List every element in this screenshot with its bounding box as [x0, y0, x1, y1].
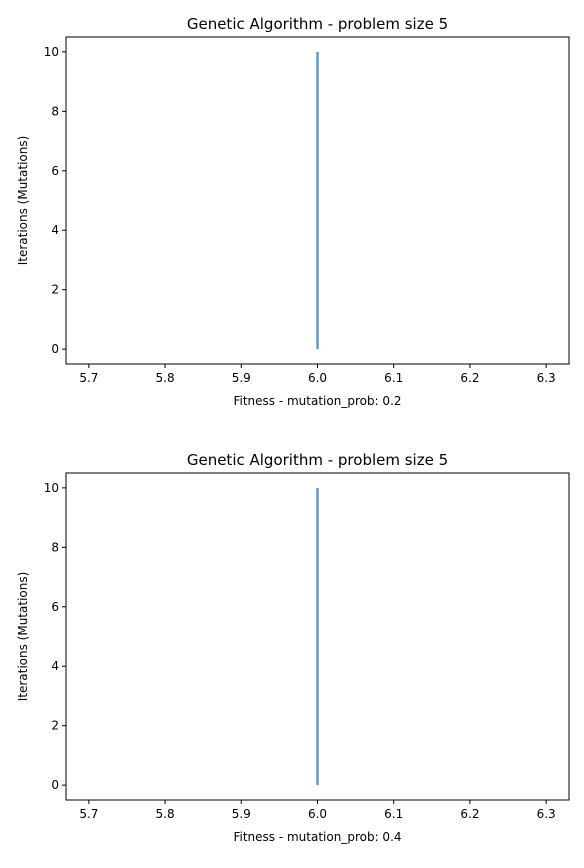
y-tick-label: 6 — [51, 164, 59, 178]
y-tick-label: 10 — [44, 45, 59, 59]
chart-title: Genetic Algorithm - problem size 5 — [187, 451, 448, 469]
y-tick-label: 0 — [51, 778, 59, 792]
y-axis-label: Iterations (Mutations) — [16, 572, 30, 702]
x-tick-label: 5.9 — [232, 807, 251, 821]
x-tick-label: 5.9 — [232, 371, 251, 385]
x-tick-label: 5.8 — [156, 371, 175, 385]
y-tick-label: 2 — [51, 283, 59, 297]
x-tick-label: 6.0 — [308, 807, 327, 821]
y-tick-label: 6 — [51, 600, 59, 614]
x-tick-label: 6.3 — [537, 807, 556, 821]
x-tick-label: 6.0 — [308, 371, 327, 385]
x-tick-label: 5.8 — [156, 807, 175, 821]
y-tick-label: 8 — [51, 540, 59, 554]
y-tick-label: 2 — [51, 719, 59, 733]
x-tick-label: 5.7 — [79, 807, 98, 821]
x-tick-label: 6.2 — [460, 807, 479, 821]
y-tick-label: 8 — [51, 104, 59, 118]
y-axis-label: Iterations (Mutations) — [16, 136, 30, 266]
chart-2: Genetic Algorithm - problem size 5 5.7 5.8… — [16, 451, 570, 844]
chart-title: Genetic Algorithm - problem size 5 — [187, 15, 448, 33]
x-axis-label: Fitness - mutation_prob: 0.2 — [233, 394, 401, 408]
x-tick-label: 6.3 — [537, 371, 556, 385]
x-tick-label: 6.2 — [460, 371, 479, 385]
x-tick-label: 6.1 — [384, 807, 403, 821]
chart-1: Genetic Algorithm - problem size 5 5.7 5.8… — [16, 15, 570, 408]
x-tick-label: 6.1 — [384, 371, 403, 385]
y-tick-label: 4 — [51, 223, 59, 237]
y-tick-label: 4 — [51, 659, 59, 673]
x-tick-label: 5.7 — [79, 371, 98, 385]
x-axis-label: Fitness - mutation_prob: 0.4 — [233, 830, 401, 844]
y-tick-label: 0 — [51, 342, 59, 356]
y-tick-label: 10 — [44, 481, 59, 495]
